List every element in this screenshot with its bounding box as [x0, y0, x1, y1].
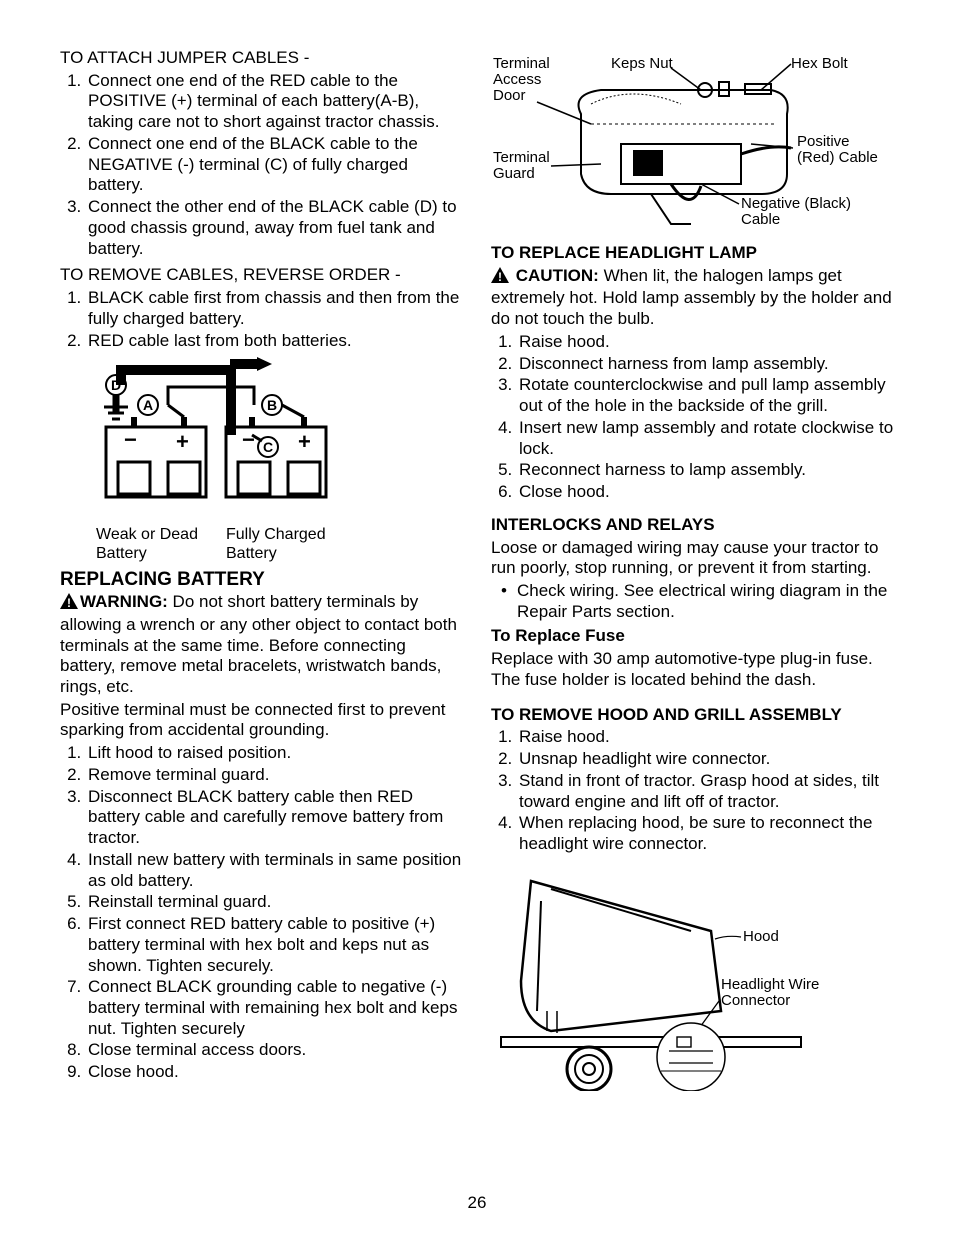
caution-label: CAUTION: [516, 266, 599, 285]
svg-text:−: − [124, 427, 137, 452]
list-item: Insert new lamp assembly and rotate cloc… [517, 418, 894, 459]
warning-icon: ! [60, 593, 78, 615]
label-hood: Hood [743, 928, 779, 945]
list-item: Install new battery with terminals in sa… [86, 850, 463, 891]
caution-paragraph: ! CAUTION: When lit, the halogen lamps g… [491, 266, 894, 330]
interlocks-title: INTERLOCKS AND RELAYS [491, 515, 894, 536]
svg-text:Connector: Connector [721, 992, 790, 1009]
list-item: First connect RED battery cable to posit… [86, 914, 463, 976]
hood-list: Raise hood. Unsnap headlight wire connec… [491, 727, 894, 854]
list-item: Disconnect BLACK battery cable then RED … [86, 787, 463, 849]
label-connector: Headlight Wire [721, 976, 819, 993]
list-item: Lift hood to raised position. [86, 743, 463, 764]
list-item: Connect BLACK grounding cable to negativ… [86, 977, 463, 1039]
list-item: Unsnap headlight wire connector. [517, 749, 894, 770]
interlocks-paragraph: Loose or damaged wiring may cause your t… [491, 538, 894, 579]
list-item: Connect one end of the RED cable to the … [86, 71, 463, 133]
warning-paragraph-2: Positive terminal must be connected firs… [60, 700, 463, 741]
list-item: Reconnect harness to lamp assembly. [517, 460, 894, 481]
list-item: Rotate counterclockwise and pull lamp as… [517, 375, 894, 416]
list-item: Disconnect harness from lamp assembly. [517, 354, 894, 375]
list-item: Reinstall terminal guard. [86, 892, 463, 913]
svg-text:Guard: Guard [493, 165, 535, 182]
label-terminal-access: Terminal [493, 55, 550, 72]
battery-cable-diagram: D A B − + [60, 357, 463, 563]
list-item: Connect the other end of the BLACK cable… [86, 197, 463, 259]
svg-text:+: + [298, 429, 311, 454]
list-item: Connect one end of the BLACK cable to th… [86, 134, 463, 196]
diagram-caption-weak: Weak or Dead Battery [96, 526, 206, 563]
svg-text:Cable: Cable [741, 211, 780, 228]
attach-cables-list: Connect one end of the RED cable to the … [60, 71, 463, 260]
svg-text:!: ! [498, 270, 502, 283]
remove-cables-heading: TO REMOVE CABLES, REVERSE ORDER - [60, 265, 463, 286]
caution-icon: ! [491, 267, 509, 289]
remove-cables-list: BLACK cable first from chassis and then … [60, 288, 463, 351]
replacing-battery-title: REPLACING BATTERY [60, 569, 463, 591]
fuse-paragraph: Replace with 30 amp automotive-type plug… [491, 649, 894, 690]
fuse-title: To Replace Fuse [491, 626, 894, 647]
headlight-title: TO REPLACE HEADLIGHT LAMP [491, 243, 894, 264]
tractor-battery-diagram: Terminal Access Door Keps Nut Hex Bolt T… [491, 54, 894, 239]
attach-cables-heading: TO ATTACH JUMPER CABLES - [60, 48, 463, 69]
svg-text:−: − [242, 427, 255, 452]
label-hex-bolt: Hex Bolt [791, 55, 849, 72]
svg-text:!: ! [67, 596, 71, 609]
diagram-caption-charged: Fully Charged Battery [226, 526, 336, 563]
warning-paragraph: ! WARNING: Do not short battery terminal… [60, 592, 463, 698]
svg-text:+: + [176, 429, 189, 454]
left-column: TO ATTACH JUMPER CABLES - Connect one en… [60, 48, 463, 1100]
list-item: Close hood. [517, 482, 894, 503]
warning-label: WARNING: [80, 592, 168, 611]
list-item: Raise hood. [517, 332, 894, 353]
list-item: Close hood. [86, 1062, 463, 1083]
label-keps-nut: Keps Nut [611, 55, 674, 72]
label-a: A [143, 397, 153, 413]
svg-text:(Red) Cable: (Red) Cable [797, 149, 878, 166]
page-number: 26 [0, 1193, 954, 1213]
list-item: Raise hood. [517, 727, 894, 748]
list-item: Stand in front of tractor. Grasp hood at… [517, 771, 894, 812]
list-item: BLACK cable first from chassis and then … [86, 288, 463, 329]
list-item: RED cable last from both batteries. [86, 331, 463, 352]
list-item: When replacing hood, be sure to reconnec… [517, 813, 894, 854]
headlight-list: Raise hood. Disconnect harness from lamp… [491, 332, 894, 503]
label-terminal-guard: Terminal [493, 149, 550, 166]
list-item: Remove terminal guard. [86, 765, 463, 786]
label-negative-cable: Negative (Black) [741, 195, 851, 212]
svg-text:Access: Access [493, 71, 541, 88]
label-positive-cable: Positive [797, 133, 850, 150]
label-c: C [263, 439, 273, 455]
right-column: Terminal Access Door Keps Nut Hex Bolt T… [491, 48, 894, 1100]
list-item: Check wiring. See electrical wiring diag… [517, 581, 894, 622]
interlocks-bullet-list: Check wiring. See electrical wiring diag… [491, 581, 894, 622]
list-item: Close terminal access doors. [86, 1040, 463, 1061]
hood-diagram: Hood Headlight Wire Connector [491, 861, 894, 1096]
svg-text:Door: Door [493, 87, 526, 104]
hood-title: TO REMOVE HOOD AND GRILL ASSEMBLY [491, 705, 894, 726]
label-b: B [267, 397, 277, 413]
replace-battery-list: Lift hood to raised position. Remove ter… [60, 743, 463, 1083]
